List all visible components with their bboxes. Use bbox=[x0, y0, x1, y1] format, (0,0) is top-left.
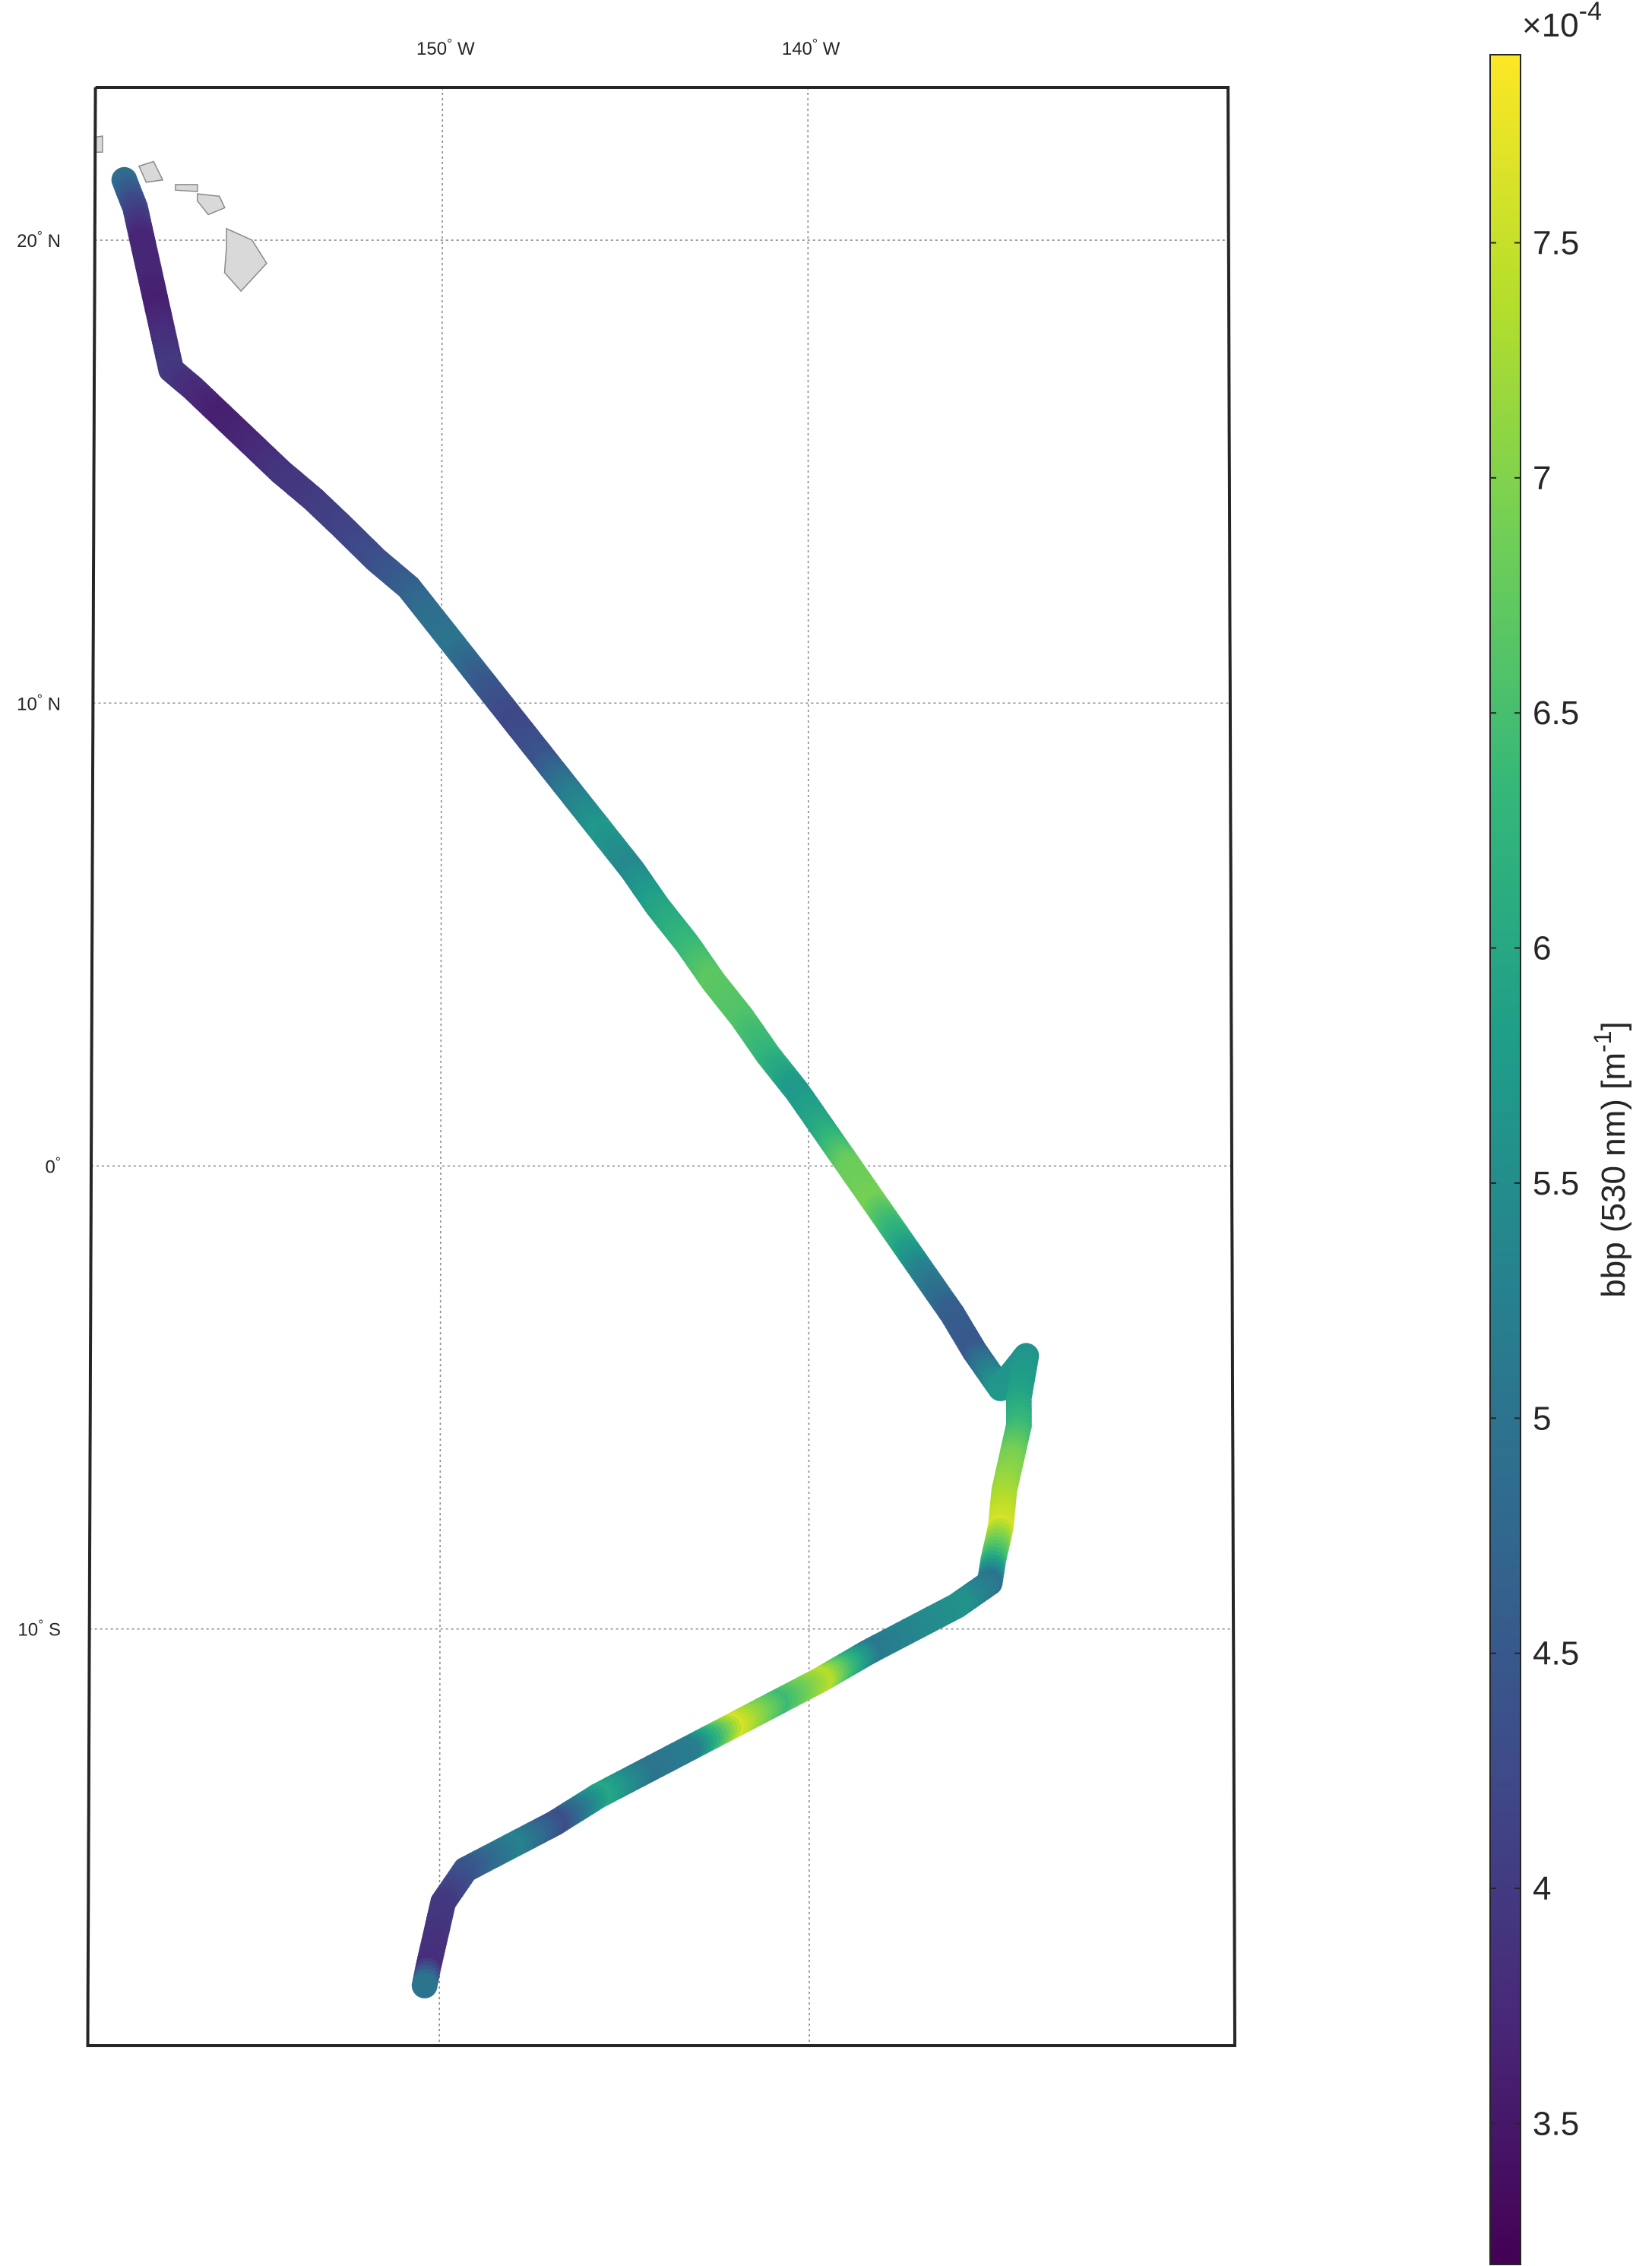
colorbar: 3.5 4 4.5 5 5.5 6 6.5 7 7.5 ×10-4 bbp (530 nm) [… bbox=[1489, 0, 1632, 2265]
colorbar-tick-label: 6 bbox=[1533, 930, 1551, 967]
meridian-gridline bbox=[807, 87, 810, 2046]
map-frame-border bbox=[86, 86, 1237, 2047]
meridian-gridline bbox=[438, 87, 444, 2046]
colorbar-tick-label: 4 bbox=[1533, 1870, 1551, 1907]
colorbar-label: bbp (530 nm) [m-1] bbox=[1589, 1021, 1632, 1298]
map-panel bbox=[86, 86, 1237, 2047]
latitude-tick-label: 10° S bbox=[17, 1618, 61, 1641]
longitude-tick-label: 150° W bbox=[416, 36, 475, 59]
latitude-tick-labels: 20° N 10° N 0° 10° S bbox=[17, 229, 61, 1641]
island-shape bbox=[196, 193, 226, 216]
colorbar-tick-label: 5.5 bbox=[1533, 1165, 1579, 1202]
colorbar-scale bbox=[1489, 54, 1521, 2265]
map-frame-background bbox=[87, 87, 1235, 2046]
latitude-tick-label: 20° N bbox=[17, 229, 61, 252]
latitude-tick-label: 10° N bbox=[17, 692, 61, 714]
colorbar-tick-label: 6.5 bbox=[1533, 695, 1579, 732]
colorbar-multiplier: ×10-4 bbox=[1522, 0, 1602, 44]
island-shape bbox=[138, 160, 164, 183]
longitude-tick-labels: 150° W 140° W bbox=[416, 36, 840, 59]
colorbar-ticks: 3.5 4 4.5 5 5.5 6 6.5 7 7.5 bbox=[1490, 224, 1579, 2142]
island-shape bbox=[223, 227, 267, 293]
latitude-tick-label: 0° bbox=[45, 1154, 61, 1177]
island-shape bbox=[175, 184, 198, 192]
colorbar-tick-label: 7.5 bbox=[1533, 224, 1579, 261]
colorbar-tick-label: 3.5 bbox=[1533, 2105, 1579, 2142]
longitude-tick-label: 140° W bbox=[782, 36, 840, 59]
colorbar-tick-label: 7 bbox=[1533, 460, 1551, 497]
cruise-track bbox=[111, 166, 1040, 1999]
track-point bbox=[411, 1972, 438, 1999]
colorbar-tick-label: 4.5 bbox=[1533, 1635, 1579, 1673]
colorbar-tick-label: 5 bbox=[1533, 1400, 1551, 1437]
graticule bbox=[89, 87, 1234, 2046]
